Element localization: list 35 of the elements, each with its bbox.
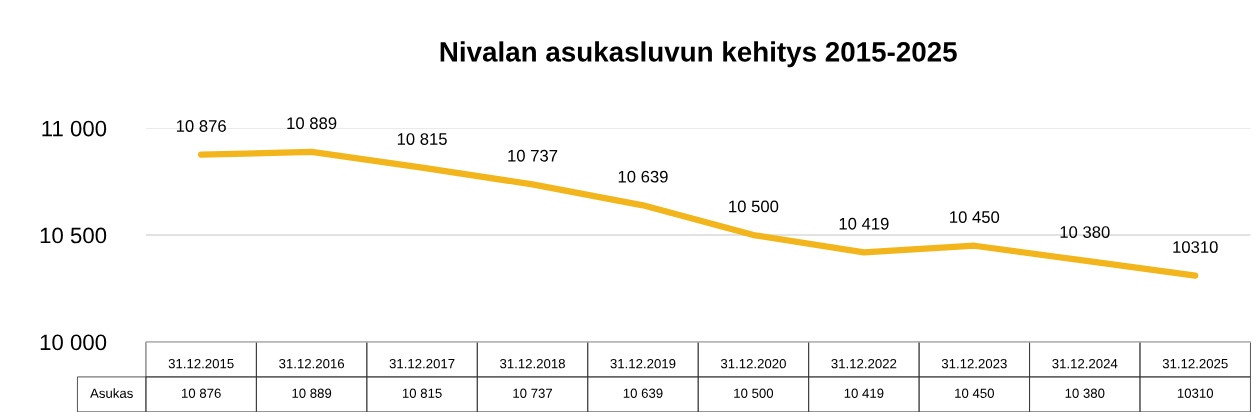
- x-tick-label: 31.12.2020: [720, 358, 786, 369]
- x-tick-label: 31.12.2025: [1162, 358, 1228, 369]
- text: 10 815: [397, 133, 447, 145]
- y-tick-label: 10 000: [40, 334, 107, 351]
- data-label: 10310: [1177, 388, 1214, 398]
- x-tick-label: 31.12.2023: [941, 358, 1007, 369]
- text: 10 876: [176, 120, 226, 132]
- data-label: 10 889: [292, 388, 332, 398]
- data-label: 10 876: [181, 388, 221, 398]
- x-tick-label: 31.12.2018: [500, 358, 565, 369]
- data-label: 10 639: [623, 388, 663, 398]
- text: 10 889: [287, 117, 337, 130]
- x-tick-label: 31.12.2016: [279, 358, 345, 369]
- chart-title: Nivalan asukasluvun kehitys 2015-2025: [440, 41, 957, 68]
- text: 10 737: [508, 149, 558, 162]
- x-tick-label: 31.12.2024: [1052, 358, 1118, 369]
- x-tick-label: 31.12.2022: [831, 358, 897, 369]
- text: 10 450: [950, 211, 1000, 223]
- x-tick-label: 31.12.2019: [610, 358, 676, 369]
- data-label: 10 419: [844, 388, 884, 398]
- y-tick-label: 10 500: [40, 227, 107, 244]
- text: 10 419: [839, 217, 889, 230]
- data-label: 10 450: [955, 388, 994, 398]
- text: 10 639: [618, 170, 668, 183]
- data-label: 10 380: [1065, 388, 1105, 398]
- x-tick-label: 31.12.2017: [389, 358, 455, 369]
- data-label: 10 815: [402, 388, 442, 398]
- data-label: 10 737: [513, 388, 553, 398]
- y-tick-label: 11 000: [42, 120, 107, 137]
- x-tick-label: 31.12.2015: [168, 358, 234, 369]
- text: 10 380: [1060, 226, 1110, 238]
- text: 10 500: [729, 200, 779, 213]
- text: Asukas: [90, 388, 133, 398]
- data-label: 10 500: [734, 388, 774, 398]
- text: 10310: [1173, 241, 1218, 253]
